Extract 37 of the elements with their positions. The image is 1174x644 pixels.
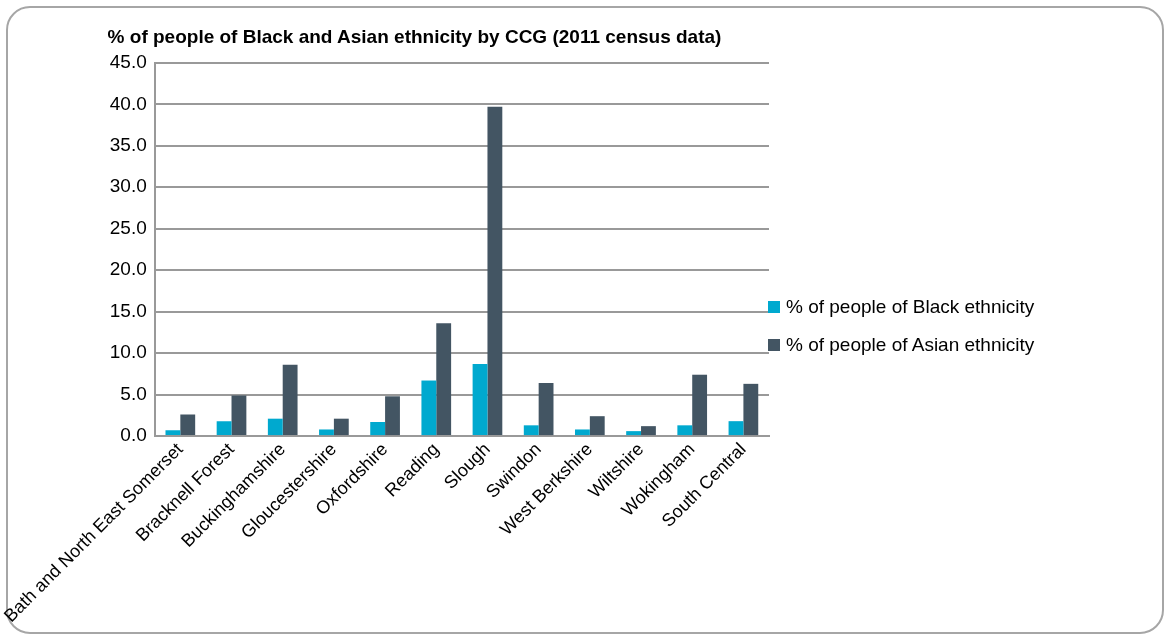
bar bbox=[538, 383, 554, 436]
bar bbox=[319, 429, 334, 436]
chart-title: % of people of Black and Asian ethnicity by CCG (2011 census data) bbox=[107, 25, 722, 47]
y-tick-label: 5.0 bbox=[120, 382, 147, 404]
bar bbox=[165, 430, 181, 436]
y-tick-label: 20.0 bbox=[109, 258, 147, 280]
y-tick-label: 45.0 bbox=[109, 51, 147, 73]
y-tick-label: 25.0 bbox=[109, 216, 147, 238]
bar bbox=[231, 395, 247, 436]
y-tick-label: 30.0 bbox=[109, 175, 147, 197]
bar bbox=[626, 431, 642, 436]
bar bbox=[692, 374, 708, 436]
bar bbox=[180, 414, 196, 436]
y-tick-label: 40.0 bbox=[109, 92, 147, 114]
y-tick-label: 10.0 bbox=[109, 341, 147, 363]
bar bbox=[743, 383, 759, 436]
bar bbox=[472, 363, 488, 436]
bar bbox=[523, 425, 539, 436]
bar bbox=[677, 425, 693, 436]
bar bbox=[589, 416, 605, 436]
bar bbox=[267, 418, 283, 436]
y-tick-label: 15.0 bbox=[109, 299, 147, 321]
bar bbox=[421, 380, 437, 436]
y-tick-label: 0.0 bbox=[120, 424, 147, 446]
bar bbox=[385, 396, 400, 436]
bar bbox=[728, 421, 744, 436]
bar bbox=[370, 422, 386, 436]
bar bbox=[436, 323, 452, 436]
bar bbox=[575, 429, 590, 436]
y-tick-label: 35.0 bbox=[109, 133, 147, 155]
bar bbox=[487, 106, 503, 436]
legend-label: % of people of Black ethnicity bbox=[786, 296, 1035, 318]
bar bbox=[216, 421, 232, 436]
bar bbox=[641, 426, 656, 436]
bar bbox=[333, 418, 349, 436]
legend-label: % of people of Asian ethnicity bbox=[786, 334, 1035, 356]
bar bbox=[282, 364, 298, 436]
